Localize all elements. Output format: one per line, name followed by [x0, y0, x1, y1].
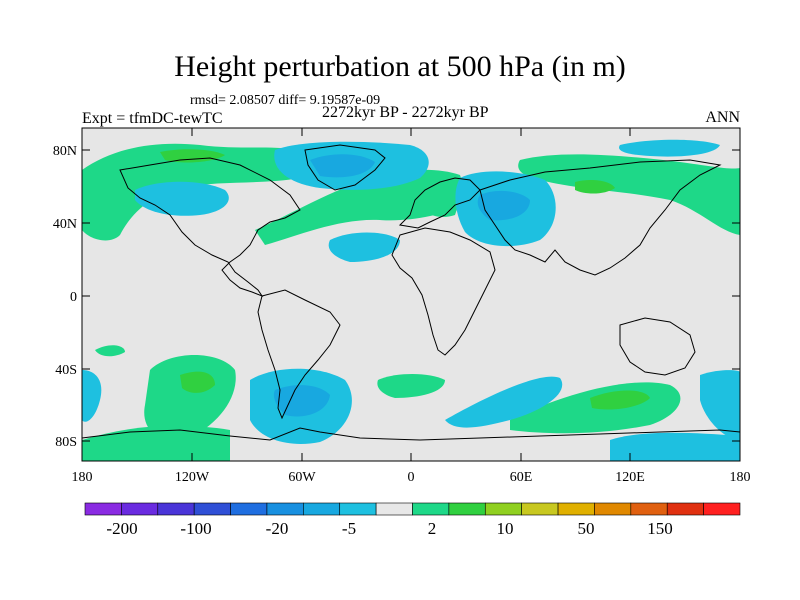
coast-europe [398, 177, 481, 229]
colorbar-swatch [266, 502, 304, 516]
contour-green-indian-ocean-core [590, 390, 650, 410]
colorbar-swatch [303, 502, 341, 516]
colorbar-swatch [230, 502, 268, 516]
coast-south-america [257, 289, 341, 420]
colorbar-swatch [375, 502, 413, 516]
colorbar-swatch [412, 502, 450, 516]
contour-green-south-atlantic [377, 374, 445, 398]
contour-green-asia-core [575, 180, 615, 194]
ticks [81, 128, 741, 461]
colorbar-label-minus20: -20 [266, 519, 289, 538]
coast-africa [391, 227, 496, 356]
lon-label-0: 0 [408, 470, 415, 485]
contour-blue-antarctic-east [610, 432, 740, 461]
contour-green-asia [518, 154, 740, 235]
colorbar-swatch [557, 502, 595, 516]
contour-blue-dateline-west [82, 370, 102, 422]
colorbar-label-minus100: -100 [180, 519, 211, 538]
coast-antarctica [82, 427, 740, 441]
contour-blue-south-america-core [273, 385, 330, 417]
contour-green-arctic [160, 149, 225, 163]
colorbar-swatch [84, 502, 122, 516]
colorbar-label-150: 150 [647, 519, 673, 538]
experiment-label: Expt = tfmDC-tewTC [82, 110, 223, 127]
colorbar-swatch [193, 502, 231, 516]
lon-label-180-east: 180 [730, 470, 751, 485]
contour-green-south-pacific-core [180, 371, 215, 393]
colorbar-swatch [121, 502, 159, 516]
contour-blue-central-asia-core [477, 190, 530, 221]
contour-blue-arctic-asia [619, 139, 720, 157]
lat-label-0: 0 [70, 290, 77, 305]
colorbar-swatch [521, 502, 559, 516]
colorbar-swatch [339, 502, 377, 516]
lon-label-60e: 60E [510, 470, 533, 485]
contour-green-europe [418, 184, 460, 217]
colorbar-label-minus200: -200 [106, 519, 137, 538]
contour-blue-australia [445, 376, 563, 428]
stats-text: rmsd= 2.08507 diff= 9.19587e-09 [190, 93, 381, 108]
colorbar-swatch [666, 502, 704, 516]
coastlines [82, 144, 740, 441]
plot-title: Height perturbation at 500 hPa (in m) [174, 50, 626, 83]
coast-australia [619, 317, 696, 376]
colorbar-swatch [703, 502, 741, 516]
contour-green-south-pacific [144, 355, 236, 441]
colorbar-swatch [484, 502, 522, 516]
coast-asia [479, 159, 722, 276]
colorbar-swatch [448, 502, 486, 516]
contour-blue-dateline-east [700, 370, 740, 440]
colorbar-label-minus5: -5 [342, 519, 356, 538]
colorbar-label-2: 2 [428, 519, 437, 538]
colorbar-label-10: 10 [497, 519, 514, 538]
colorbar-label-50: 50 [578, 519, 595, 538]
period-label: 2272kyr BP - 2272kyr BP [322, 104, 489, 121]
coast-north-america [119, 157, 301, 298]
lat-label-40s: 40S [55, 363, 77, 378]
colorbar-swatch [157, 502, 195, 516]
season-label: ANN [705, 109, 740, 126]
contour-blue-greenland-core [310, 154, 375, 178]
contour-green-antarctic [82, 425, 230, 461]
colorbar-swatch [630, 502, 668, 516]
lat-label-80n: 80N [53, 144, 77, 159]
lon-label-120e: 120E [615, 470, 645, 485]
lon-label-180-west: 180 [72, 470, 93, 485]
lat-label-40n: 40N [53, 217, 77, 232]
contour-green-atlantic [255, 169, 470, 245]
contour-blue-mid-atlantic [328, 232, 400, 262]
contour-green-patch-west [95, 345, 125, 357]
lon-label-120w: 120W [175, 470, 210, 485]
colorbar-swatch [594, 502, 632, 516]
coast-greenland [304, 144, 386, 191]
colorbar [84, 502, 741, 516]
lat-label-80s: 80S [55, 435, 77, 450]
lon-label-60w: 60W [288, 470, 316, 485]
